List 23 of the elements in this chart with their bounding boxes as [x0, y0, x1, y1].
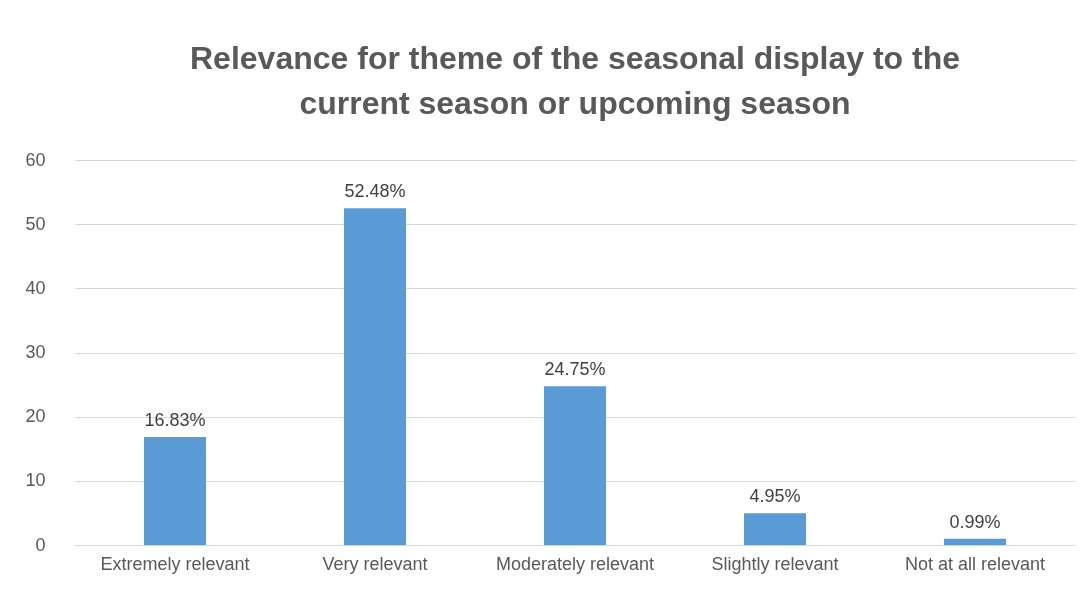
- data-label: 52.48%: [344, 181, 406, 202]
- data-label: 24.75%: [544, 359, 606, 380]
- data-label: 16.83%: [144, 410, 206, 431]
- y-tick-label: 0: [35, 534, 46, 555]
- x-tick-label: Very relevant: [322, 553, 428, 574]
- data-label: 4.95%: [749, 486, 801, 507]
- y-tick-label: 60: [25, 149, 46, 170]
- bar: [744, 513, 806, 545]
- data-label: 0.99%: [949, 511, 1001, 532]
- bar: [144, 437, 206, 545]
- x-tick-label: Extremely relevant: [100, 553, 250, 574]
- x-tick-label: Moderately relevant: [495, 553, 655, 574]
- y-tick-label: 40: [25, 277, 46, 298]
- chart-title: Relevance for theme of the seasonal display to the current season or upcoming season: [190, 40, 960, 121]
- x-tick-label: Slightly relevant: [711, 553, 839, 574]
- y-tick-label: 50: [25, 213, 46, 234]
- y-tick-label: 30: [25, 342, 46, 362]
- bar: [344, 208, 406, 545]
- bar: [944, 538, 1006, 545]
- y-tick-label: 20: [25, 406, 46, 427]
- bar: [544, 386, 606, 545]
- y-tick-label: 10: [25, 470, 46, 491]
- x-tick-label: Not at all relevant: [904, 553, 1046, 574]
